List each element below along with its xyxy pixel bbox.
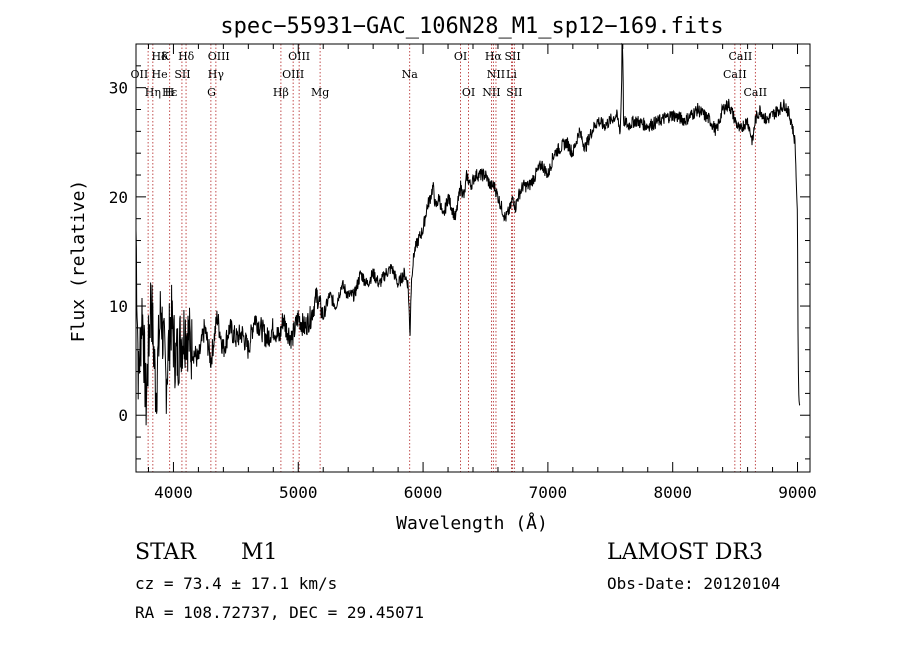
y-tick-label: 30 [109, 79, 128, 98]
line-label: H [165, 86, 175, 99]
x-tick-label: 4000 [154, 483, 193, 502]
line-label: SII [506, 86, 522, 99]
line-markers [147, 44, 756, 472]
line-label: CaII [729, 50, 753, 63]
line-label: OI [462, 86, 475, 99]
spectrum-series [135, 42, 801, 426]
line-label: He [152, 68, 168, 81]
y-tick-label: 20 [109, 188, 128, 207]
coordinates: RA = 108.72737, DEC = 29.45071 [135, 603, 424, 622]
object-class: STAR [135, 540, 196, 565]
line-label: OII [131, 68, 149, 81]
line-label: OI [454, 50, 467, 63]
spectrum-line [135, 42, 801, 426]
line-label: Li [506, 68, 517, 81]
line-label: OIII [208, 50, 230, 63]
x-tick-label: 5000 [279, 483, 318, 502]
line-label: SII [174, 68, 190, 81]
line-label: CaII [723, 68, 747, 81]
y-axis: 0 10 20 30 [109, 43, 810, 460]
line-label: Na [402, 68, 419, 81]
line-label: G [207, 86, 216, 99]
x-tick-label: 7000 [529, 483, 568, 502]
line-label: OIII [288, 50, 310, 63]
obs-date: Obs-Date: 20120104 [607, 574, 781, 593]
x-tick-label: 6000 [404, 483, 443, 502]
x-axis-label: Wavelength (Å) [396, 512, 548, 534]
line-label: K [161, 50, 170, 63]
line-label: Mg [311, 86, 329, 99]
line-label: OIII [282, 68, 304, 81]
x-tick-label: 8000 [653, 483, 692, 502]
line-label: Hα [485, 50, 503, 63]
chart-title: spec−55931−GAC_106N28_M1_sp12−169.fits [220, 14, 723, 39]
survey-name: LAMOST DR3 [607, 540, 763, 565]
line-label: NII [487, 68, 505, 81]
y-axis-label: Flux (relative) [68, 180, 89, 343]
line-label: Hδ [178, 50, 195, 63]
line-label: Hε [162, 86, 178, 99]
plot-frame [135, 43, 811, 473]
line-label: Hγ [208, 68, 225, 81]
x-tick-label: 9000 [778, 483, 817, 502]
y-tick-label: 10 [109, 297, 128, 316]
line-label: NII [482, 86, 500, 99]
line-label: CaII [743, 86, 767, 99]
object-subclass: M1 [241, 540, 278, 565]
velocity-readout: cz = 73.4 ± 17.1 km/s [135, 574, 338, 593]
y-tick-label: 0 [118, 406, 128, 425]
x-axis: 4000 5000 6000 7000 8000 9000 [147, 44, 817, 502]
line-label: Hδ [151, 50, 168, 63]
line-label: Hη [145, 86, 161, 99]
line-label: Hβ [273, 86, 289, 99]
line-label: SII [504, 50, 520, 63]
